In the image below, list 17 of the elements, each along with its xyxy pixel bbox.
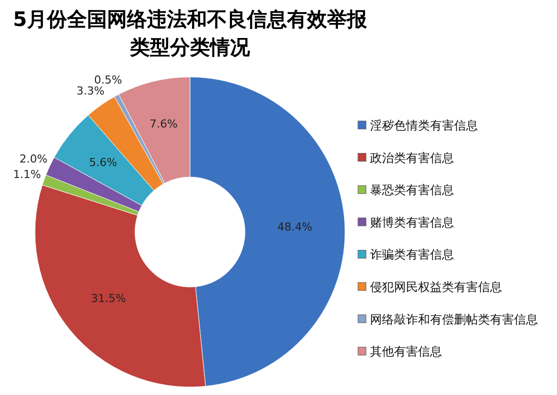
legend-label: 网络敲诈和有偿删帖类有害信息 xyxy=(370,312,538,326)
legend-label: 赌博类有害信息 xyxy=(370,215,454,230)
data-label: 5.6% xyxy=(89,156,118,169)
data-label: 7.6% xyxy=(150,118,178,131)
data-label: 3.3% xyxy=(76,84,104,98)
legend-label: 侵犯网民权益类有害信息 xyxy=(370,280,502,294)
data-label: 31.5% xyxy=(90,292,126,306)
legend-label: 暴恐类有害信息 xyxy=(370,183,454,198)
data-label: 1.1% xyxy=(13,168,42,181)
legend-label: 淫秽色情类有害信息 xyxy=(370,118,478,132)
data-label: 0.5% xyxy=(94,74,122,87)
legend-label: 政治类有害信息 xyxy=(370,150,454,165)
legend-label: 诈骗类有害信息 xyxy=(370,248,454,262)
data-label: 48.4% xyxy=(277,220,312,234)
legend-label: 其他有害信息 xyxy=(370,344,442,359)
data-label: 2.0% xyxy=(19,152,48,166)
chart-title: 5月份全国网络违法和不良信息有效举报类型分类情况 xyxy=(13,7,368,59)
